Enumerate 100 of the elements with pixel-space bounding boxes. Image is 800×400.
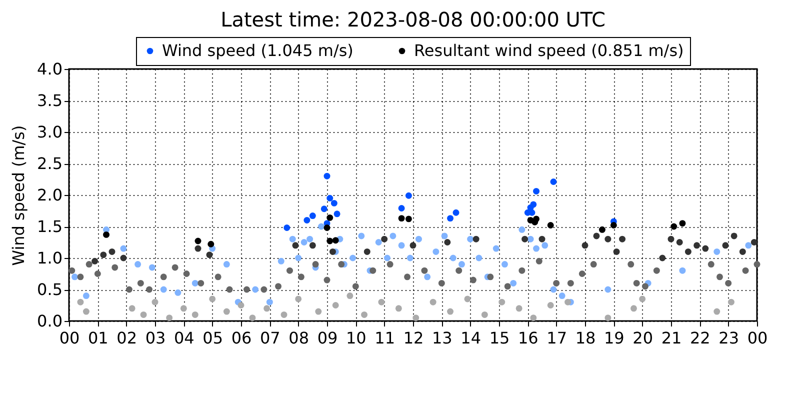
y-tick-label: 3.0 (37, 122, 62, 142)
point (467, 236, 474, 242)
x-tick-label: 10 (346, 328, 366, 348)
point (578, 270, 586, 277)
point (558, 292, 566, 300)
point (166, 314, 173, 322)
point (441, 232, 448, 240)
point (364, 248, 370, 255)
point (226, 286, 233, 293)
y-tick-label: 1.0 (37, 248, 62, 268)
point (504, 283, 511, 290)
point (604, 314, 612, 322)
point (424, 274, 431, 280)
point (152, 298, 158, 306)
point (280, 311, 288, 318)
point (653, 267, 660, 274)
point (309, 212, 316, 220)
x-tick-label: 01 (88, 328, 108, 348)
point (92, 258, 98, 264)
point (679, 220, 686, 227)
point (249, 314, 256, 322)
point (148, 264, 156, 271)
point (395, 305, 402, 312)
x-tick-label: 20 (632, 328, 654, 348)
point (550, 286, 557, 293)
point (481, 311, 488, 318)
point (406, 254, 414, 262)
point (522, 236, 528, 242)
point (430, 298, 436, 306)
point (432, 248, 440, 255)
point (412, 314, 420, 322)
point (553, 280, 560, 286)
point (398, 204, 405, 212)
point (326, 214, 334, 221)
point (192, 280, 198, 286)
x-tick-label: 07 (260, 328, 280, 348)
point (238, 302, 244, 308)
point (464, 296, 471, 302)
point (126, 286, 132, 293)
point (266, 298, 273, 306)
point (714, 248, 720, 255)
point (214, 274, 222, 280)
point (252, 286, 259, 293)
point (315, 308, 322, 315)
point (452, 209, 460, 216)
x-tick-label: 04 (174, 328, 194, 348)
point (530, 314, 537, 322)
point (183, 270, 190, 277)
point (550, 178, 557, 186)
point (223, 308, 230, 315)
legend-label: Wind speed (1.045 m/s) (162, 41, 354, 60)
x-tick-label: 06 (231, 328, 252, 348)
point (421, 267, 428, 274)
x-tick-label: 09 (317, 328, 338, 348)
point (330, 200, 338, 206)
point (444, 239, 451, 246)
x-tick-label: 16 (518, 328, 538, 348)
point (375, 239, 382, 246)
point (300, 239, 308, 246)
point (209, 296, 216, 302)
point (243, 286, 250, 293)
point (725, 280, 732, 286)
point (128, 305, 136, 312)
point (405, 192, 412, 199)
point (684, 248, 692, 255)
point (370, 267, 376, 274)
y-tick-label: 2.5 (37, 154, 62, 173)
point (223, 261, 230, 268)
point (298, 274, 304, 280)
point (309, 242, 316, 249)
point (716, 274, 723, 280)
point (334, 210, 340, 218)
point (533, 188, 540, 194)
point (134, 261, 142, 268)
point (613, 248, 620, 255)
point (633, 280, 640, 286)
point (320, 206, 328, 212)
point (68, 267, 76, 274)
point (447, 215, 454, 222)
point (332, 302, 339, 308)
point (275, 283, 282, 290)
point (386, 261, 394, 268)
x-tick-label: 18 (575, 328, 596, 348)
point (329, 248, 336, 255)
point (527, 236, 534, 242)
point (739, 248, 746, 255)
point (71, 274, 78, 280)
point (338, 261, 345, 268)
point (172, 264, 178, 271)
point (378, 298, 385, 306)
point (642, 283, 648, 290)
point (510, 280, 517, 286)
point (398, 215, 405, 222)
point (86, 261, 92, 268)
point (206, 252, 213, 258)
point (518, 267, 526, 274)
point (745, 242, 752, 249)
x-tick-label: 19 (604, 328, 624, 348)
point (538, 236, 546, 242)
point (381, 236, 388, 242)
